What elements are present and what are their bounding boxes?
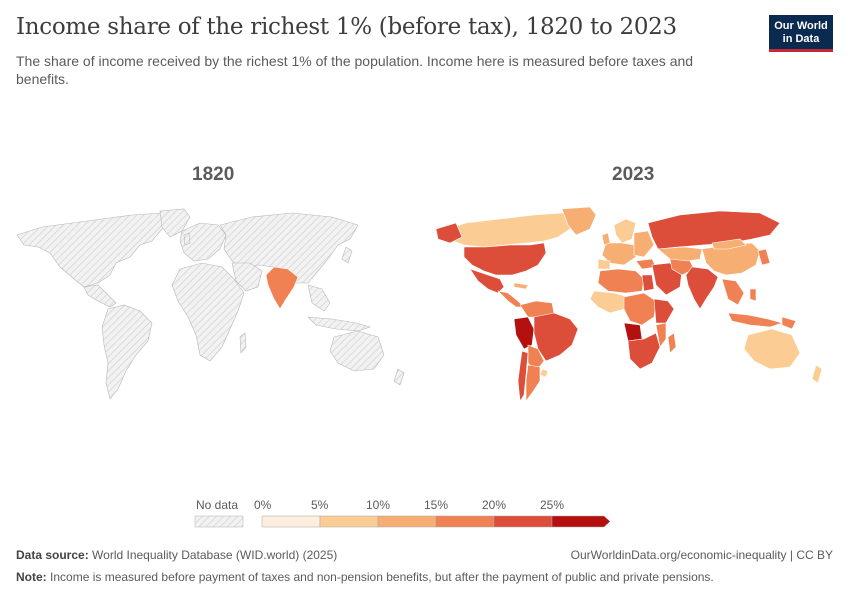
- asia-1820: [219, 212, 359, 284]
- philippines: [749, 288, 757, 302]
- legend-swatch-0[interactable]: [261, 515, 321, 528]
- chart-subtitle: The share of income received by the rich…: [16, 53, 694, 87]
- greenland: [561, 206, 597, 236]
- indonesia-1820: [307, 316, 372, 332]
- africa-1820: [171, 262, 245, 362]
- legend-swatch-3[interactable]: [435, 515, 495, 528]
- new-zealand-1820: [393, 368, 405, 386]
- chile: [517, 350, 529, 402]
- logo-line-1: Our World: [774, 20, 828, 32]
- argentina: [525, 364, 541, 402]
- mexico: [469, 268, 505, 294]
- middle-east-1820: [231, 262, 263, 292]
- legend-no-data-label: No data: [196, 498, 239, 512]
- legend-swatch-2[interactable]: [377, 515, 437, 528]
- central-africa: [623, 292, 657, 326]
- legend-label-25: 25%: [540, 498, 565, 512]
- legend-swatch-4[interactable]: [493, 515, 553, 528]
- southern-africa: [627, 332, 661, 370]
- west-africa: [589, 290, 629, 314]
- europe-1820: [179, 222, 227, 262]
- indonesia: [727, 312, 784, 328]
- source-url[interactable]: OurWorldinData.org/economic-inequality |…: [570, 548, 833, 562]
- new-zealand: [811, 364, 823, 384]
- central-asia: [657, 246, 703, 262]
- united-states: [463, 242, 547, 276]
- map-year-2023: 2023: [612, 164, 655, 185]
- angola: [623, 322, 643, 342]
- legend-label-0: 0%: [254, 498, 272, 512]
- alaska: [435, 222, 463, 244]
- legend-label-5: 5%: [311, 498, 329, 512]
- legend-label-15: 15%: [424, 498, 449, 512]
- central-america-1820: [83, 284, 117, 308]
- india: [685, 266, 719, 310]
- cuba: [513, 282, 529, 290]
- iberia: [597, 258, 611, 270]
- madagascar-1820: [239, 332, 247, 354]
- owid-logo[interactable]: Our World in Data: [769, 15, 833, 52]
- india-1820: [265, 266, 299, 310]
- scandinavia: [613, 218, 637, 244]
- world-map-2023: [435, 206, 823, 402]
- color-legend: No data 0% 5% 10% 15% 20% 25%: [190, 498, 630, 538]
- bolivia-paraguay: [527, 344, 545, 372]
- note-text: Income is measured before payment of tax…: [50, 570, 714, 584]
- mozambique: [655, 322, 667, 348]
- japan-1820: [341, 246, 353, 264]
- source-text[interactable]: World Inequality Database (WID.world) (2…: [92, 548, 338, 562]
- uk-ireland: [601, 232, 611, 246]
- legend-label-10: 10%: [366, 498, 391, 512]
- legend-swatch-5[interactable]: [551, 515, 611, 528]
- brazil: [533, 312, 579, 362]
- map-year-1820: 1820: [192, 164, 235, 185]
- north-africa: [597, 268, 645, 294]
- east-africa: [653, 298, 675, 324]
- uruguay: [539, 368, 549, 378]
- peru: [513, 316, 535, 350]
- note-label: Note:: [16, 570, 47, 584]
- papua-new-guinea: [781, 316, 797, 330]
- central-america: [497, 290, 525, 308]
- western-europe: [601, 242, 637, 266]
- footnote: Note: Income is measured before payment …: [16, 570, 714, 584]
- southeast-asia: [721, 278, 745, 306]
- madagascar: [667, 332, 677, 354]
- canada: [439, 212, 581, 248]
- south-america-1820: [101, 304, 153, 400]
- legend-label-20: 20%: [482, 498, 507, 512]
- egypt: [641, 274, 655, 292]
- eastern-europe: [633, 230, 655, 258]
- uk-1820: [183, 232, 191, 246]
- legend-swatches: [194, 515, 611, 528]
- legend-swatch-no-data: [194, 515, 244, 528]
- australia-1820: [329, 330, 385, 372]
- world-map-1820: [16, 208, 405, 400]
- north-america-1820: [16, 212, 178, 288]
- southeast-asia-1820: [307, 284, 331, 312]
- data-source: Data source: World Inequality Database (…: [16, 548, 337, 562]
- middle-east: [651, 262, 683, 296]
- korea-japan: [757, 248, 771, 266]
- australia: [743, 328, 801, 370]
- source-label: Data source:: [16, 548, 89, 562]
- legend-swatch-1[interactable]: [319, 515, 379, 528]
- mongolia: [711, 238, 747, 250]
- chart-title: Income share of the richest 1% (before t…: [16, 14, 677, 40]
- logo-line-2: in Data: [782, 33, 820, 45]
